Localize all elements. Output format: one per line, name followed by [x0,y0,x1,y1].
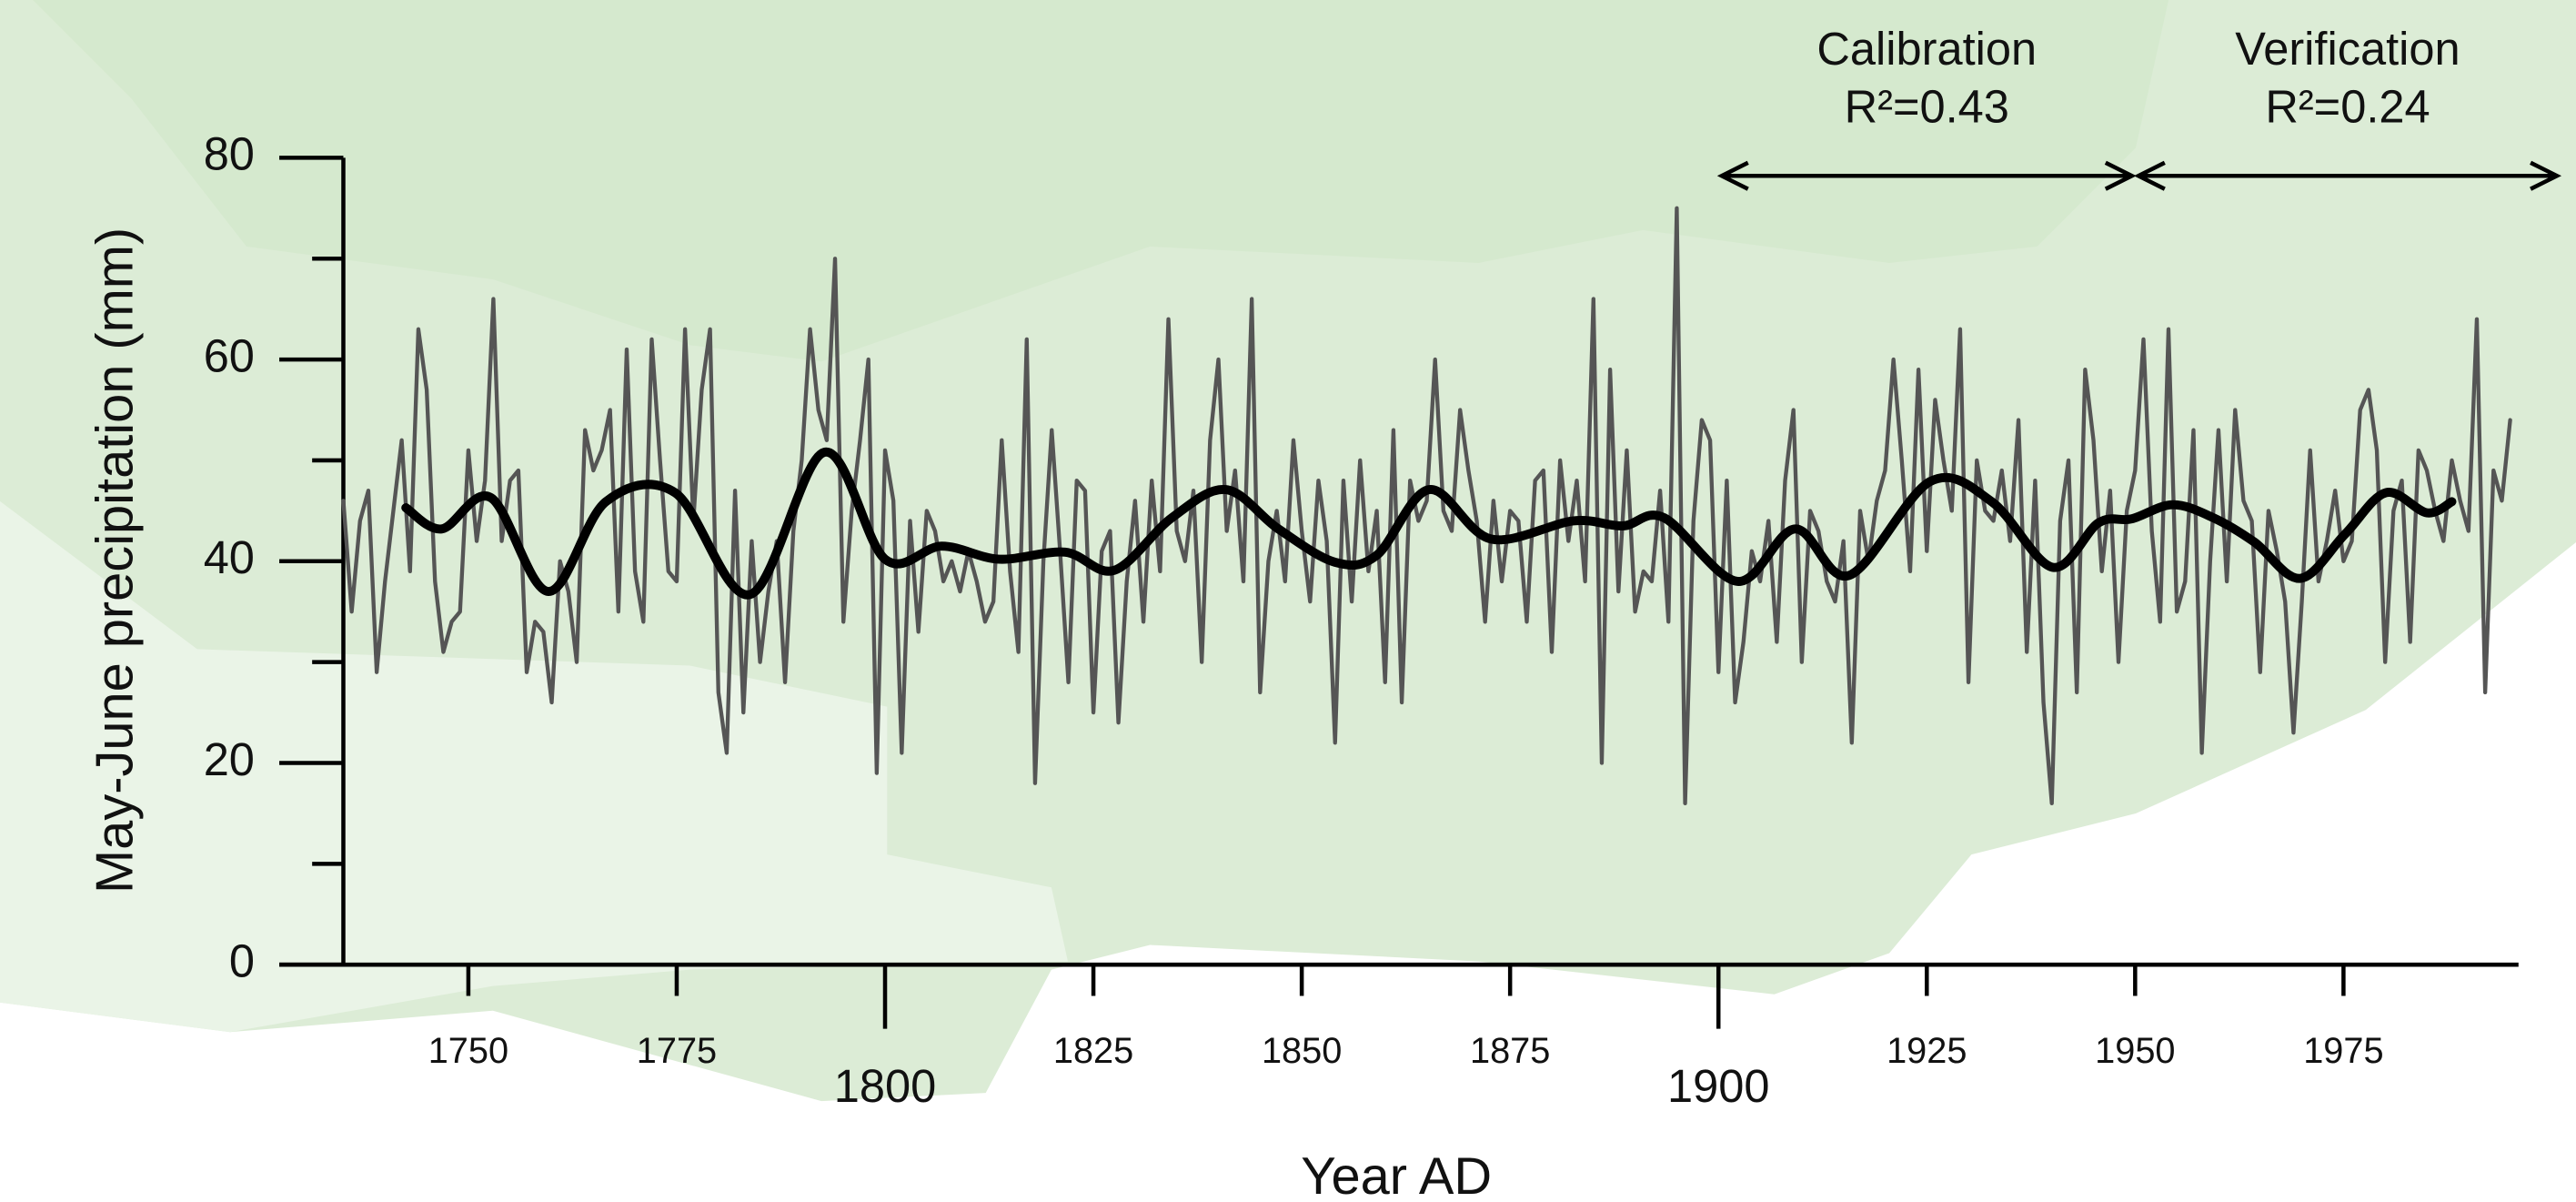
background-shape [0,500,1068,1033]
annotation-stat: R²=0.24 [2265,80,2430,132]
arrow-head [2530,160,2562,191]
y-axis-title: May-June precipitation (mm) [86,227,144,894]
x-major-tick-label: 1900 [1667,1060,1769,1112]
arrow-head [2133,160,2166,191]
annotation-label: Calibration [1816,23,2037,75]
annotation-stat: R²=0.43 [1845,80,2009,132]
x-tick-label: 1850 [1262,1031,1342,1071]
x-tick-label: 1825 [1053,1031,1133,1071]
x-tick-label: 1950 [2095,1031,2175,1071]
data-line [341,206,2512,806]
annotation-label: Verification [2235,23,2460,75]
x-tick-label: 1875 [1470,1031,1550,1071]
x-tick-label: 1750 [428,1031,508,1071]
x-tick-label: 1775 [637,1031,717,1071]
y-tick-label: 80 [204,128,255,180]
x-major-tick-label: 1800 [834,1060,936,1112]
smoothed-line [401,448,2457,600]
background-shape [33,0,2169,362]
arrow-head [1716,160,1749,191]
y-tick-label: 60 [204,329,255,381]
x-tick-label: 1925 [1887,1031,1967,1071]
x-tick-label: 1975 [2303,1031,2383,1071]
arrow-head [2104,160,2137,191]
y-tick-label: 40 [204,531,255,583]
y-tick-label: 0 [229,935,255,987]
x-axis-title: Year AD [1301,1147,1492,1202]
y-tick-label: 20 [204,733,255,785]
